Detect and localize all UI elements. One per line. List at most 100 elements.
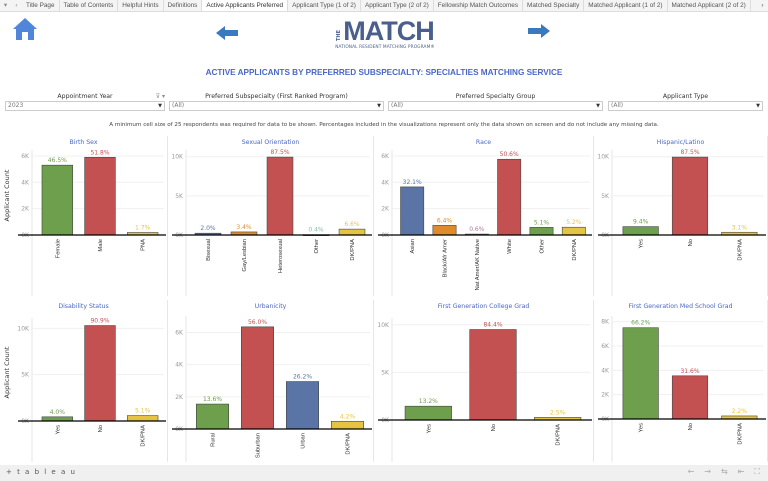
- chart-first-generation-med-school-grad: First Generation Med School Grad0K2K4K6K…: [594, 300, 768, 462]
- bar: [286, 381, 320, 430]
- forward-arrow-icon[interactable]: [528, 24, 550, 38]
- data-label: 56.0%: [248, 319, 267, 326]
- data-label: 4.2%: [340, 413, 356, 420]
- bar-chart: 0K2K4K6K13.6%Rural56.0%Suburban26.2%Urba…: [172, 316, 372, 462]
- tab-applicant-type-1-of-2-[interactable]: Applicant Type (1 of 2): [288, 0, 361, 11]
- tableau-toolbar: + t a b l e a u ← → ⇆ ⇤ ⛶: [0, 465, 768, 481]
- tab-fellowship-match-outcomes[interactable]: Fellowship Match Outcomes: [434, 0, 524, 11]
- tab-matched-applicant-1-of-2-[interactable]: Matched Applicant (1 of 2): [584, 0, 668, 11]
- bar: [671, 375, 709, 420]
- x-category-label: Yes: [639, 239, 645, 249]
- home-icon[interactable]: [12, 17, 38, 41]
- chart-title: First Generation College Grad: [437, 303, 530, 310]
- y-tick-label: 2K: [381, 206, 390, 213]
- x-category-label: Yes: [639, 423, 645, 433]
- dropdown-caret-icon: ▼: [596, 103, 600, 109]
- x-category-label: No: [98, 425, 104, 432]
- filter-preferred-specialty-group: Preferred Specialty Group (All) ▼: [388, 92, 603, 111]
- undo-icon[interactable]: ←: [687, 467, 695, 476]
- x-category-label: DK/PNA: [737, 239, 743, 261]
- y-tick-label: 2K: [175, 394, 184, 401]
- data-label: 2.2%: [732, 408, 748, 415]
- data-label: 6.4%: [437, 217, 453, 224]
- y-axis-title: Applicant Count: [3, 346, 11, 398]
- dropdown-caret-icon: ▼: [158, 103, 162, 109]
- bar-chart: 0K2K4K6KApplicant Count46.5%Female51.8%M…: [3, 149, 166, 296]
- tab-applicant-type-2-of-2-[interactable]: Applicant Type (2 of 2): [361, 0, 434, 11]
- redo-icon[interactable]: →: [704, 467, 711, 476]
- y-tick-label: 2K: [21, 206, 30, 213]
- chart-title: Sexual Orientation: [241, 139, 300, 146]
- bar: [241, 326, 275, 430]
- data-label: 50.6%: [500, 151, 519, 158]
- tab-matched-specialty[interactable]: Matched Specialty: [523, 0, 585, 11]
- tab-table-of-contents[interactable]: Table of Contents: [60, 0, 119, 11]
- chart-urbanicity: Urbanicity0K2K4K6K13.6%Rural56.0%Suburba…: [168, 300, 374, 462]
- filter-appointment-year: Appointment Year ⊽ ▾ 2023 ▼: [5, 92, 165, 111]
- data-label: 87.5%: [680, 149, 699, 156]
- preferred-subspecialty-select[interactable]: (All) ▼: [169, 101, 384, 111]
- bar-chart: 0K5K10K2.0%Bisexual3.4%Gay/Lesbian87.5%H…: [171, 149, 372, 296]
- x-category-label: No: [688, 423, 694, 430]
- tab-definitions[interactable]: Definitions: [164, 0, 203, 11]
- tabs-menu-icon[interactable]: ▾: [3, 2, 8, 9]
- tableau-logo: + t a b l e a u: [6, 468, 77, 476]
- fullscreen-icon[interactable]: ⛶: [754, 467, 760, 476]
- x-category-label: Other: [314, 239, 320, 254]
- chart-hispanic-latino: Hispanic/Latino0K5K10K9.4%Yes87.5%No3.1%…: [594, 136, 768, 296]
- data-label: 0.4%: [308, 227, 324, 234]
- data-label: 32.1%: [403, 179, 422, 186]
- appointment-year-select[interactable]: 2023 ▼: [5, 101, 165, 111]
- x-category-label: No: [688, 239, 694, 246]
- x-category-label: Yes: [426, 424, 432, 434]
- x-category-label: Bisexual: [206, 239, 212, 261]
- tabs-next-icon[interactable]: ›: [757, 0, 768, 11]
- x-category-label: Suburban: [256, 433, 262, 458]
- chart-title: Race: [475, 139, 492, 146]
- tabs-prev-icon[interactable]: ‹: [15, 2, 18, 9]
- bar: [195, 403, 230, 430]
- y-tick-label: 4K: [381, 179, 390, 186]
- bar: [331, 420, 365, 430]
- y-tick-label: 10K: [377, 322, 390, 329]
- data-label: 5.1%: [534, 219, 550, 226]
- y-tick-label: 6K: [21, 153, 30, 160]
- filter-options-icon[interactable]: ⊽ ▾: [155, 93, 165, 100]
- y-tick-label: 4K: [21, 179, 30, 186]
- y-tick-label: 10K: [171, 154, 184, 161]
- preferred-specialty-group-select[interactable]: (All) ▼: [388, 101, 603, 111]
- bar: [432, 225, 457, 236]
- bar: [622, 327, 659, 420]
- revert-icon[interactable]: ⇆: [720, 467, 728, 476]
- tab-helpful-hints[interactable]: Helpful Hints: [118, 0, 164, 11]
- x-category-label: DK/PNA: [737, 423, 743, 445]
- y-tick-label: 6K: [381, 153, 390, 160]
- data-label: 51.8%: [90, 149, 109, 156]
- bar: [84, 156, 116, 236]
- bar: [400, 186, 425, 236]
- sheet-tabs: ▾ ‹ Title Page Table of Contents Helpful H…: [0, 0, 768, 12]
- match-logo: THE MATCH NATIONAL RESIDENT MATCHING PROG…: [325, 18, 445, 54]
- x-category-label: Yes: [55, 425, 61, 435]
- data-note: A minimum cell size of 25 respondents wa…: [109, 122, 659, 128]
- x-category-label: Rural: [211, 433, 217, 447]
- y-tick-label: 4K: [601, 367, 610, 374]
- tab-matched-applicant-2-of-2-[interactable]: Matched Applicant (2 of 2): [668, 0, 751, 11]
- filter-applicant-type: Applicant Type (All) ▼: [608, 92, 763, 111]
- y-tick-label: 5K: [381, 369, 390, 376]
- pause-icon[interactable]: ⇤: [737, 467, 745, 476]
- data-label: 66.2%: [631, 320, 650, 327]
- data-label: 4.0%: [50, 409, 66, 416]
- x-category-label: Black/Afr Amer: [443, 239, 449, 277]
- x-category-label: Male: [98, 239, 104, 252]
- tab-title-page[interactable]: Title Page: [22, 0, 60, 11]
- back-arrow-icon[interactable]: [216, 26, 238, 40]
- data-label: 1.7%: [135, 224, 151, 231]
- filter-label: Preferred Specialty Group: [455, 93, 536, 100]
- applicant-type-select[interactable]: (All) ▼: [608, 101, 763, 111]
- tab-active-applicants-preferred[interactable]: Active Applicants Preferred: [202, 0, 289, 11]
- bar: [41, 164, 73, 236]
